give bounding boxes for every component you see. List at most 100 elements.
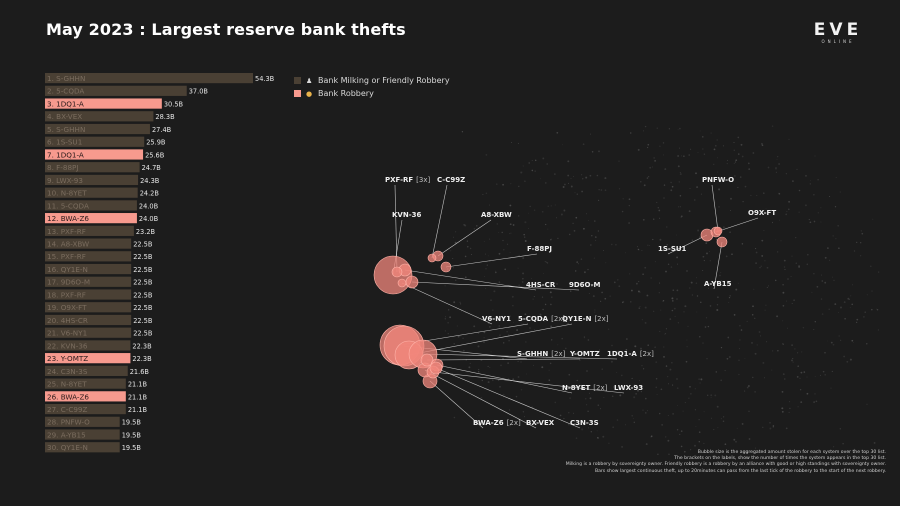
bar-category-label: 14. A8-XBW [47, 239, 89, 248]
system-label: KVN-36 [392, 211, 421, 219]
bar-milking [45, 162, 140, 173]
bar-milking [45, 314, 132, 326]
bar-milking [45, 85, 187, 96]
bar-milking [45, 111, 154, 122]
bar-chart: 1. S-GHHN 54.3B 2. 5-CQDA 37.0B 3. 1DQ1-A 30.… [45, 73, 275, 453]
label-connector [435, 367, 581, 429]
bar-category-label: 10. N-8YET [47, 189, 87, 198]
bar-category-label: 24. C3N-3S [47, 367, 88, 376]
bar-category-label: 21. V6-NY1 [47, 329, 87, 338]
bar-category-label: 5. S-GHHN [47, 125, 85, 134]
bar-value-label: 25.9B [146, 139, 166, 147]
bar-value-label: 24.2B [140, 190, 160, 198]
bar-value-label: 23.2B [136, 228, 156, 236]
bar-milking [45, 340, 131, 351]
bar-category-label: 26. BWA-Z6 [47, 392, 89, 401]
system-label: 4HS-CR [526, 281, 556, 289]
bar-robbery [45, 98, 162, 109]
system-bubble [440, 261, 452, 273]
bar-category-label: 18. PXF-RF [47, 290, 86, 299]
bar-category-label: 17. 9D6O-M [47, 278, 90, 287]
system-label: N-8YET [2x] [562, 384, 608, 392]
bar-value-label: 22.3B [132, 355, 152, 363]
footnotes: Bubble size is the aggregated amount sto… [506, 450, 886, 475]
footnote-milking: Milking is a robbery by sovereignty owne… [565, 462, 886, 468]
bar-value-label: 19.5B [122, 444, 142, 452]
system-label: PNFW-O [702, 176, 734, 184]
bar-category-label: 30. QY1E-N [47, 443, 88, 452]
system-label: A-YB15 [704, 280, 732, 288]
system-label: V6-NY1 [482, 315, 511, 323]
bar-milking [45, 442, 120, 453]
bar-value-label: 22.5B [133, 253, 153, 261]
bar-value-label: 28.3B [155, 113, 175, 121]
bar-value-label: 24.7B [142, 164, 162, 172]
system-label: C3N-3S [570, 419, 599, 427]
bar-category-label: 2. 5-CQDA [47, 87, 84, 96]
label-connector [401, 282, 493, 325]
bar-milking [45, 429, 120, 440]
bar-milking [45, 200, 137, 211]
system-label: Y-OMTZ [569, 350, 600, 358]
bar-value-label: 22.5B [133, 279, 153, 287]
system-label: O9X-FT [748, 209, 776, 217]
chart-title: May 2023 : Largest reserve bank thefts [46, 20, 406, 39]
bar-value-label: 22.5B [133, 330, 153, 338]
label-connector [713, 241, 723, 290]
bar-milking [45, 403, 126, 415]
system-bubble [405, 275, 419, 289]
bar-robbery [45, 391, 126, 402]
bar-robbery [45, 353, 131, 364]
bar-value-label: 24.3B [140, 177, 160, 185]
legend-label-robbery: Bank Robbery [318, 89, 374, 98]
bar-category-label: 22. KVN-36 [47, 341, 88, 350]
bar-category-label: 6. 1S-SU1 [47, 138, 82, 147]
legend-item-milking: ♟ Bank Milking or Friendly Robbery [294, 74, 450, 87]
bar-value-label: 54.3B [255, 75, 275, 83]
legend-swatch-robbery [294, 90, 301, 97]
person-icon: ♟ [306, 76, 313, 85]
system-label: 5-CQDA [2x] [518, 315, 565, 323]
bar-robbery [45, 149, 144, 160]
bar-category-label: 7. 1DQ1-A [47, 150, 84, 159]
label-connector [445, 253, 538, 268]
money-bag-icon: ● [306, 89, 313, 98]
eve-online-logo: EVE ONLINE [806, 22, 870, 45]
bar-milking [45, 251, 132, 262]
star-field-background [444, 125, 880, 455]
bar-category-label: 20. 4HS-CR [47, 316, 88, 325]
bar-category-label: 8. F-88PJ [47, 163, 78, 172]
bar-category-label: 19. O9X-FT [47, 303, 87, 312]
label-connector [429, 380, 484, 429]
bar-milking [45, 416, 120, 427]
bar-milking [45, 289, 132, 300]
bar-value-label: 37.0B [189, 88, 209, 96]
bar-milking [45, 174, 139, 186]
bar-value-label: 24.0B [139, 215, 159, 223]
bar-milking [45, 238, 132, 249]
system-label: BWA-Z6 [2x] [473, 419, 521, 427]
bar-category-label: 16. QY1E-N [47, 265, 88, 274]
system-label: A8-XBW [481, 211, 512, 219]
label-connector [711, 184, 719, 232]
label-connector [424, 369, 537, 429]
legend: ♟ Bank Milking or Friendly Robbery ● Ban… [294, 74, 450, 100]
bar-value-label: 21.1B [128, 406, 148, 414]
logo-sub-text: ONLINE [821, 39, 855, 44]
system-bubble [429, 361, 443, 375]
system-labels: PXF-RF [3x] C-C99Z KVN-36 A8-XBW F-88PJ 4HS-CR… [385, 176, 776, 427]
bar-milking [45, 378, 126, 389]
bar-category-label: 28. PNFW-O [47, 418, 90, 427]
bar-value-label: 22.3B [132, 342, 152, 350]
bar-milking [45, 365, 128, 376]
bar-value-label: 19.5B [122, 419, 142, 427]
system-bubble [713, 226, 723, 236]
bar-value-label: 21.1B [128, 381, 148, 389]
bar-value-label: 24.0B [139, 202, 159, 210]
bar-category-label: 13. PXF-RF [47, 227, 86, 236]
bar-milking [45, 327, 132, 338]
bar-value-label: 19.5B [122, 431, 142, 439]
label-connector [715, 217, 759, 233]
bar-milking [45, 276, 132, 287]
